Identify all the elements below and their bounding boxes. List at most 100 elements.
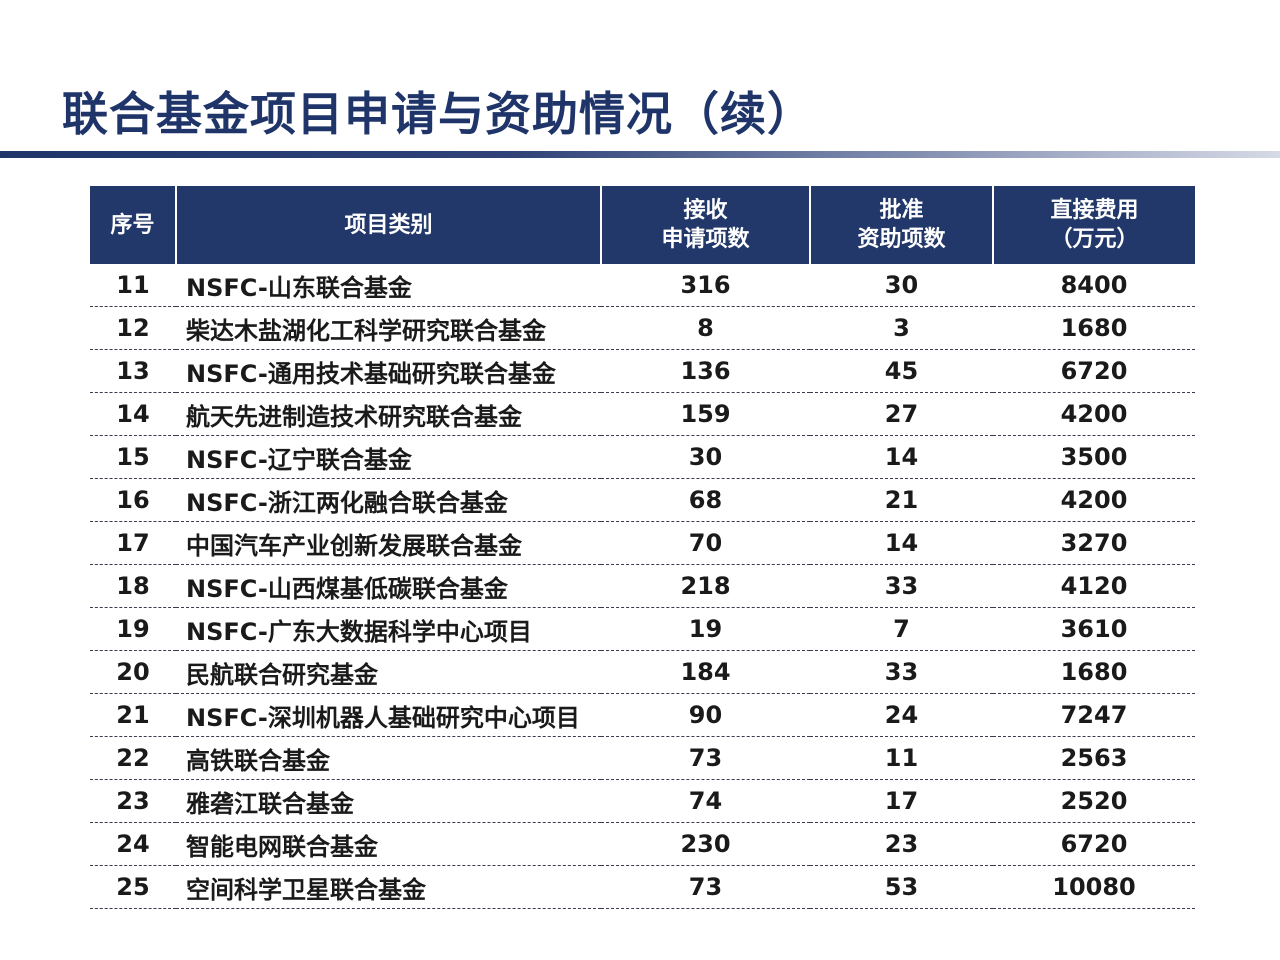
row-category: NSFC-广东大数据科学中心项目 xyxy=(176,607,601,651)
row-index: 14 xyxy=(90,392,176,436)
row-index: 24 xyxy=(90,822,176,866)
table-row: 18 NSFC-山西煤基低碳联合基金 218 33 4120 xyxy=(90,564,1195,608)
table-row: 24 智能电网联合基金 230 23 6720 xyxy=(90,822,1195,866)
row-cost: 4200 xyxy=(993,478,1195,522)
header-approved-line2: 资助项数 xyxy=(857,227,946,252)
table-row: 20 民航联合研究基金 184 33 1680 xyxy=(90,650,1195,694)
row-cost: 4200 xyxy=(993,392,1195,436)
row-cost: 6720 xyxy=(993,822,1195,866)
row-received: 184 xyxy=(601,650,810,694)
row-index: 11 xyxy=(90,264,176,307)
table-row: 12 柴达木盐湖化工科学研究联合基金 8 3 1680 xyxy=(90,306,1195,350)
row-approved: 21 xyxy=(810,478,993,522)
table-row: 14 航天先进制造技术研究联合基金 159 27 4200 xyxy=(90,392,1195,436)
header-received-line2: 申请项数 xyxy=(661,227,750,252)
table-row: 15 NSFC-辽宁联合基金 30 14 3500 xyxy=(90,435,1195,479)
row-received: 73 xyxy=(601,865,810,909)
row-cost: 3610 xyxy=(993,607,1195,651)
row-index: 22 xyxy=(90,736,176,780)
row-category: 航天先进制造技术研究联合基金 xyxy=(176,392,601,436)
table-row: 16 NSFC-浙江两化融合联合基金 68 21 4200 xyxy=(90,478,1195,522)
row-approved: 11 xyxy=(810,736,993,780)
header-index: 序号 xyxy=(90,186,176,264)
header-category: 项目类别 xyxy=(175,186,601,264)
row-approved: 14 xyxy=(810,435,993,479)
table-row: 23 雅砻江联合基金 74 17 2520 xyxy=(90,779,1195,823)
row-received: 8 xyxy=(601,306,810,350)
row-index: 18 xyxy=(90,564,176,608)
row-cost: 7247 xyxy=(993,693,1195,737)
row-cost: 3500 xyxy=(993,435,1195,479)
row-category: NSFC-辽宁联合基金 xyxy=(176,435,601,479)
row-received: 90 xyxy=(601,693,810,737)
header-cost-line2: （万元） xyxy=(1050,227,1139,252)
row-cost: 3270 xyxy=(993,521,1195,565)
row-category: NSFC-山西煤基低碳联合基金 xyxy=(176,564,601,608)
row-index: 23 xyxy=(90,779,176,823)
row-approved: 7 xyxy=(810,607,993,651)
title-underline-bar xyxy=(0,151,1280,158)
row-category: NSFC-深圳机器人基础研究中心项目 xyxy=(176,693,601,737)
row-category: 智能电网联合基金 xyxy=(176,822,601,866)
row-index: 12 xyxy=(90,306,176,350)
row-approved: 45 xyxy=(810,349,993,393)
row-index: 15 xyxy=(90,435,176,479)
header-category-label: 项目类别 xyxy=(344,212,433,238)
row-index: 20 xyxy=(90,650,176,694)
row-approved: 53 xyxy=(810,865,993,909)
row-index: 17 xyxy=(90,521,176,565)
row-approved: 24 xyxy=(810,693,993,737)
funding-table: 序号 项目类别 接收 申请项数 批准 资助项数 直接费用 （万元） 11 NSF… xyxy=(90,186,1195,909)
row-category: NSFC-通用技术基础研究联合基金 xyxy=(176,349,601,393)
row-approved: 27 xyxy=(810,392,993,436)
row-received: 70 xyxy=(601,521,810,565)
row-received: 159 xyxy=(601,392,810,436)
row-approved: 33 xyxy=(810,650,993,694)
table-row: 13 NSFC-通用技术基础研究联合基金 136 45 6720 xyxy=(90,349,1195,393)
header-received-line1: 接收 xyxy=(683,198,728,223)
table-row: 25 空间科学卫星联合基金 73 53 10080 xyxy=(90,865,1195,909)
header-index-label: 序号 xyxy=(110,212,155,238)
row-category: 中国汽车产业创新发展联合基金 xyxy=(176,521,601,565)
row-received: 136 xyxy=(601,349,810,393)
row-index: 21 xyxy=(90,693,176,737)
header-received: 接收 申请项数 xyxy=(600,186,810,264)
header-approved-line1: 批准 xyxy=(879,198,924,223)
row-category: NSFC-浙江两化融合联合基金 xyxy=(176,478,601,522)
row-index: 19 xyxy=(90,607,176,651)
row-approved: 3 xyxy=(810,306,993,350)
header-approved: 批准 资助项数 xyxy=(809,186,993,264)
row-cost: 6720 xyxy=(993,349,1195,393)
row-received: 30 xyxy=(601,435,810,479)
row-category: NSFC-山东联合基金 xyxy=(176,264,601,307)
table-header-row: 序号 项目类别 接收 申请项数 批准 资助项数 直接费用 （万元） xyxy=(90,186,1195,264)
row-index: 16 xyxy=(90,478,176,522)
row-received: 218 xyxy=(601,564,810,608)
table-row: 19 NSFC-广东大数据科学中心项目 19 7 3610 xyxy=(90,607,1195,651)
table-row: 22 高铁联合基金 73 11 2563 xyxy=(90,736,1195,780)
row-cost: 1680 xyxy=(993,650,1195,694)
header-cost: 直接费用 （万元） xyxy=(992,186,1195,264)
row-cost: 1680 xyxy=(993,306,1195,350)
header-cost-line1: 直接费用 xyxy=(1050,198,1139,223)
table-row: 21 NSFC-深圳机器人基础研究中心项目 90 24 7247 xyxy=(90,693,1195,737)
row-category: 雅砻江联合基金 xyxy=(176,779,601,823)
table-row: 11 NSFC-山东联合基金 316 30 8400 xyxy=(90,264,1195,307)
row-approved: 14 xyxy=(810,521,993,565)
row-received: 68 xyxy=(601,478,810,522)
row-received: 73 xyxy=(601,736,810,780)
row-cost: 10080 xyxy=(993,865,1195,909)
row-category: 民航联合研究基金 xyxy=(176,650,601,694)
row-index: 13 xyxy=(90,349,176,393)
row-category: 柴达木盐湖化工科学研究联合基金 xyxy=(176,306,601,350)
page-title: 联合基金项目申请与资助情况（续） xyxy=(62,87,814,141)
row-cost: 2563 xyxy=(993,736,1195,780)
table-row: 17 中国汽车产业创新发展联合基金 70 14 3270 xyxy=(90,521,1195,565)
row-category: 高铁联合基金 xyxy=(176,736,601,780)
row-approved: 23 xyxy=(810,822,993,866)
row-cost: 8400 xyxy=(993,264,1195,307)
row-approved: 17 xyxy=(810,779,993,823)
row-received: 19 xyxy=(601,607,810,651)
row-cost: 4120 xyxy=(993,564,1195,608)
row-cost: 2520 xyxy=(993,779,1195,823)
